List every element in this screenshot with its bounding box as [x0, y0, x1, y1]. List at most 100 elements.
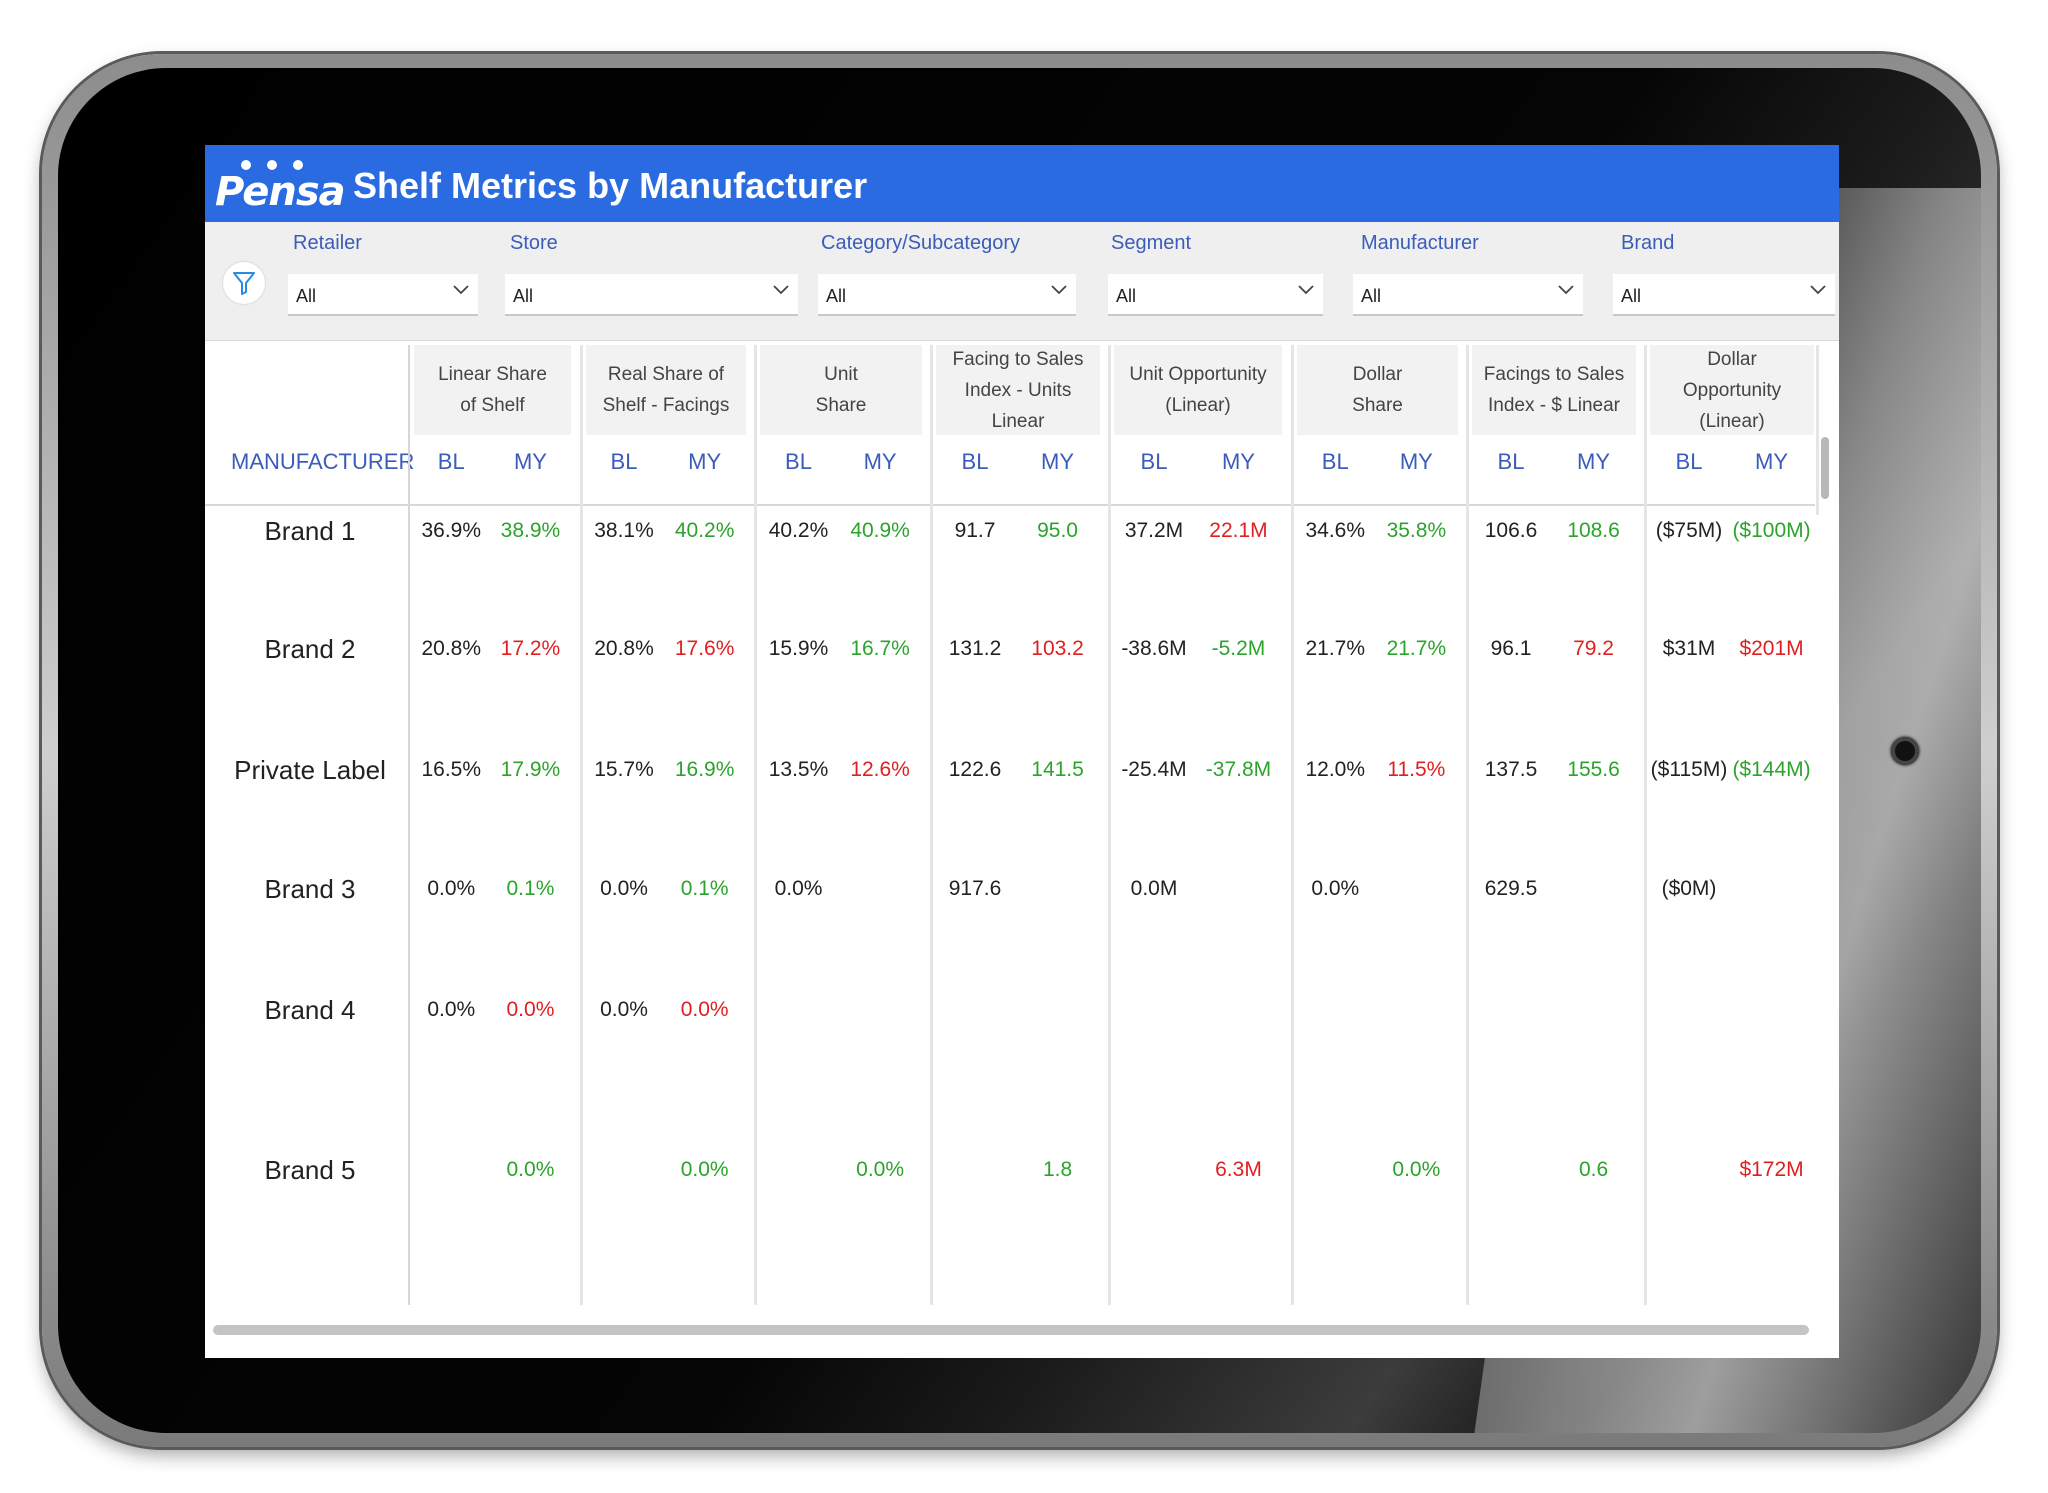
- column-divider: [580, 345, 583, 1305]
- metric-header[interactable]: Dollar Share: [1297, 345, 1458, 435]
- filter-retailer: Retailer All: [288, 232, 478, 316]
- table-cell: ($75M): [1655, 519, 1723, 542]
- table-cell: 103.2: [1031, 637, 1084, 660]
- column-divider: [408, 345, 410, 1305]
- column-divider: [1466, 345, 1469, 1305]
- table-cell: 0.0%: [680, 1158, 729, 1181]
- column-divider: [1816, 345, 1819, 515]
- table-cell: 16.7%: [850, 637, 910, 660]
- table-cell: 95.0: [1037, 519, 1078, 542]
- table-cell: 22.1M: [1209, 519, 1268, 542]
- table-cell: 1.8: [1042, 1158, 1073, 1181]
- manufacturer-row-label[interactable]: Brand 2: [264, 634, 356, 664]
- table-cell: 0.0%: [427, 877, 476, 900]
- metric-header[interactable]: Real Share of Shelf - Facings: [586, 345, 746, 435]
- bl-column-header[interactable]: BL: [1321, 449, 1349, 474]
- metric-header-line1: Dollar: [1352, 364, 1403, 385]
- manufacturer-column-header[interactable]: MANUFACTURER: [231, 449, 415, 474]
- my-column-header[interactable]: MY: [1577, 449, 1611, 474]
- table-cell: 0.1%: [506, 877, 555, 900]
- my-column-header[interactable]: MY: [1399, 449, 1433, 474]
- metric-header-line2: Share: [815, 395, 867, 416]
- table-cell: 12.0%: [1305, 758, 1366, 781]
- table-cell: 15.9%: [768, 637, 829, 660]
- table-cell: 37.2M: [1124, 519, 1184, 542]
- metric-header-line2: Share: [1352, 395, 1403, 416]
- filter-bar: Retailer All Store All Category/Subcateg…: [205, 222, 1839, 341]
- table-cell: 17.2%: [500, 637, 561, 660]
- metric-header-label: Dollar Share: [1303, 359, 1453, 421]
- manufacturer-row-label[interactable]: Brand 4: [264, 995, 356, 1025]
- filter-label: Segment: [1111, 232, 1192, 254]
- table-cell: 0.0%: [600, 877, 648, 900]
- filter-manufacturer: Manufacturer All: [1353, 232, 1583, 316]
- metric-header[interactable]: Unit Share: [760, 345, 922, 435]
- bl-column-header[interactable]: BL: [1675, 449, 1703, 474]
- table-cell: 34.6%: [1305, 519, 1366, 542]
- my-column-header[interactable]: MY: [1221, 449, 1255, 474]
- table-cell: 40.2%: [768, 519, 829, 542]
- bl-column-header[interactable]: BL: [437, 449, 465, 474]
- table-cell: 20.8%: [421, 637, 482, 660]
- table-cell: 20.8%: [594, 637, 654, 660]
- table-cell: 36.9%: [421, 519, 482, 542]
- brand-dropdown[interactable]: All: [1613, 274, 1835, 316]
- store-dropdown[interactable]: All: [505, 274, 798, 316]
- table-cell: 16.5%: [421, 758, 482, 781]
- table-cell: 106.6: [1484, 519, 1538, 542]
- table-cell: ($115M): [1650, 758, 1728, 781]
- my-column-header[interactable]: MY: [1041, 449, 1075, 474]
- chevron-down-icon: [453, 285, 469, 295]
- table-cell: 17.6%: [674, 637, 735, 660]
- table-cell: -5.2M: [1211, 637, 1266, 660]
- app-header: Pensa Shelf Metrics by Manufacturer: [205, 145, 1839, 222]
- manufacturer-dropdown[interactable]: All: [1353, 274, 1583, 316]
- metric-header-label: Facing to Sales Index - Units Linear: [943, 344, 1093, 437]
- retailer-dropdown[interactable]: All: [288, 274, 478, 316]
- table-cell: 0.0%: [600, 998, 648, 1021]
- table-cell: 629.5: [1484, 877, 1538, 900]
- metric-header-line2: (Linear): [1165, 395, 1231, 416]
- column-divider: [754, 345, 757, 1305]
- segment-dropdown[interactable]: All: [1108, 274, 1323, 316]
- metric-header[interactable]: Linear Share of Shelf: [414, 345, 571, 435]
- metric-header[interactable]: Facing to Sales Index - Units Linear: [936, 345, 1100, 435]
- bl-column-header[interactable]: BL: [610, 449, 638, 474]
- metric-header[interactable]: Dollar Opportunity (Linear): [1650, 345, 1814, 435]
- manufacturer-row-label[interactable]: Brand 3: [264, 874, 356, 904]
- table-cell: 13.5%: [768, 758, 829, 781]
- metric-header-label: Real Share of Shelf - Facings: [591, 359, 741, 421]
- my-column-header[interactable]: MY: [688, 449, 722, 474]
- table-cell: 0.0%: [1392, 1158, 1441, 1181]
- table-cell: 40.9%: [850, 519, 910, 542]
- funnel-icon[interactable]: [223, 262, 265, 304]
- vertical-scrollbar[interactable]: [1821, 437, 1829, 499]
- metric-header-line1: Facing to Sales: [952, 348, 1084, 370]
- metric-header[interactable]: Facings to Sales Index - $ Linear: [1472, 345, 1636, 435]
- metric-header[interactable]: Unit Opportunity (Linear): [1114, 345, 1282, 435]
- table-cell: 15.7%: [594, 758, 654, 781]
- table-cell: 91.7: [954, 519, 996, 542]
- metric-header-line1: Facings to Sales: [1483, 364, 1625, 385]
- manufacturer-row-label[interactable]: Brand 5: [264, 1155, 356, 1185]
- category-dropdown[interactable]: All: [818, 274, 1076, 316]
- table-cell: 38.1%: [594, 519, 654, 542]
- bl-column-header[interactable]: BL: [1497, 449, 1525, 474]
- my-column-header[interactable]: MY: [513, 449, 547, 474]
- manufacturer-row-label[interactable]: Brand 1: [264, 516, 356, 546]
- my-column-header[interactable]: MY: [1755, 449, 1789, 474]
- filter-brand: Brand All: [1613, 232, 1835, 316]
- metric-header-line1: Unit: [824, 364, 858, 385]
- bl-column-header[interactable]: BL: [785, 449, 812, 474]
- chevron-down-icon: [773, 285, 789, 295]
- header-divider: [205, 504, 1815, 506]
- bl-column-header[interactable]: BL: [1140, 449, 1168, 474]
- bl-column-header[interactable]: BL: [961, 449, 989, 474]
- my-column-header[interactable]: MY: [863, 449, 897, 474]
- table-cell: 6.3M: [1215, 1158, 1262, 1181]
- pensa-logo[interactable]: Pensa: [215, 153, 346, 219]
- table-cell: 38.9%: [500, 519, 561, 542]
- horizontal-scrollbar[interactable]: [213, 1325, 1809, 1335]
- metric-header-label: Unit Opportunity (Linear): [1123, 359, 1273, 421]
- manufacturer-row-label[interactable]: Private Label: [234, 755, 386, 785]
